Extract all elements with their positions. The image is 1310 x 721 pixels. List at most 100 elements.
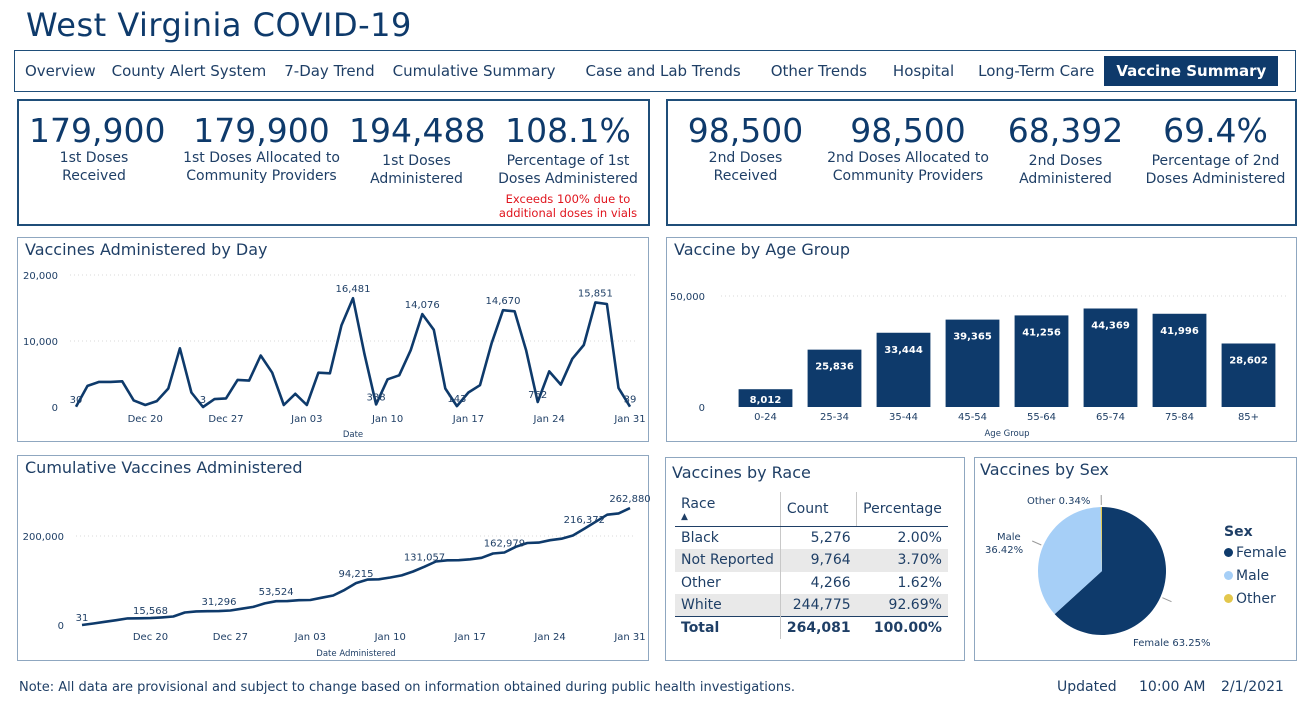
data-label: 94,215 [339,569,374,580]
pie-slice-other[interactable] [1100,506,1102,571]
data-label: 14,670 [486,296,521,307]
first-doses-kpi-box: 179,900 1st Doses Received 179,900 1st D… [17,99,650,226]
tab-case-and-lab-trends[interactable]: Case and Lab Trends [585,62,741,80]
tab-other-trends[interactable]: Other Trends [770,62,867,80]
pct-cell: 1.62% [897,574,942,591]
kpi-value: 68,392 [1007,111,1124,150]
legend-item-other[interactable]: Other [1224,591,1287,607]
kpi-label: 2nd Doses Administered [1019,153,1112,188]
kpi-2nd-doses-percentage: 69.4% Percentage of 2nd Doses Administer… [1138,112,1293,189]
male-swatch-icon [1224,571,1233,580]
y-tick-label: 20,000 [23,271,58,282]
count-cell: 264,081 [779,616,857,639]
by-day-panel: Vaccines Administered by Day 0 10,000 20,0… [17,237,649,442]
data-label: 39 [624,395,637,406]
count-header[interactable]: Count [779,492,857,527]
kpi-1st-doses-received: 179,900 1st Doses Received [29,112,165,186]
x-tick-label: Jan 17 [452,414,484,425]
x-axis-label: Age Group [984,429,1029,439]
tab-7-day-trend[interactable]: 7-Day Trend [284,62,375,80]
y-tick-label: 0 [58,621,64,632]
updated-label: Updated [1057,679,1117,695]
bar[interactable] [1152,313,1207,407]
kpi-1st-doses-administered: 194,488 1st Doses Administered [349,112,485,189]
data-label: 15,568 [133,606,168,617]
panel-title: Vaccines Administered by Day [25,240,268,259]
table-row: Not Reported 9,764 3.70% [675,549,948,572]
x-tick-label: 45-54 [958,412,987,423]
kpi-2nd-doses-received: 98,500 2nd Doses Received [683,112,808,186]
bar[interactable] [1221,343,1276,407]
tab-long-term-care[interactable]: Long-Term Care [978,62,1095,80]
x-tick-label: Jan 31 [613,414,645,425]
y-tick-label: 10,000 [23,337,58,348]
bar-value-label: 44,369 [1091,321,1130,332]
cumulative-chart: 0 200,000 Dec 20 Dec 27 Jan 03 Jan 10 Jan 17 Ja… [23,494,650,659]
slice-label: 36.42% [985,545,1023,556]
panel-title: Vaccine by Age Group [674,240,851,259]
bar[interactable] [738,389,793,407]
table-row: Other 4,266 1.62% [675,571,948,594]
kpi-label: 2nd Doses Received [708,150,783,185]
count-cell: 244,775 [779,594,857,617]
y-tick-label: 200,000 [23,532,64,543]
pct-cell: 100.00% [856,616,948,639]
x-tick-label: Jan 10 [374,632,406,643]
bar[interactable] [1083,308,1138,407]
legend-item-male[interactable]: Male [1224,568,1287,584]
by-age-chart: 0 50,000 8,012 0-24 25,836 25-34 33,444 35-44 39… [670,292,1289,439]
tab-county-alert-system[interactable]: County Alert System [111,62,267,80]
by-day-chart: 0 10,000 20,000 Dec 20 Dec 27 Jan 03 Jan 10 Jan… [23,271,646,440]
bar[interactable] [876,332,931,407]
bar[interactable] [945,319,1000,407]
x-tick-label: 65-74 [1096,412,1125,423]
bar-value-label: 41,996 [1160,326,1199,337]
data-label: 14,076 [405,300,440,311]
x-axis-label: Date [343,430,363,440]
bar-value-label: 33,444 [884,345,923,356]
kpi-value: 108.1% [505,111,631,150]
bar[interactable] [1014,315,1069,407]
x-tick-label: Dec 27 [208,414,243,425]
y-tick-label: 0 [699,403,705,414]
pct-cell: 3.70% [856,549,948,572]
race-header[interactable]: Race ▲ [675,492,781,527]
kpi-2nd-doses-administered: 68,392 2nd Doses Administered [998,111,1133,189]
tab-cumulative-summary[interactable]: Cumulative Summary [392,62,556,80]
kpi-1st-doses-percentage: 108.1% Percentage of 1st Doses Administe… [489,111,647,221]
kpi-note: Exceeds 100% due to additional doses in … [498,191,638,221]
x-tick-label: Dec 20 [128,414,163,425]
count-cell: 5,276 [779,526,857,549]
kpi-2nd-doses-allocated: 98,500 2nd Doses Allocated to Community … [818,111,998,186]
pie-slice-female[interactable] [1054,507,1167,635]
data-label: 30 [70,395,83,406]
x-tick-label: Dec 20 [133,632,168,643]
table-row: White 244,775 92.69% [675,594,948,617]
kpi-label: 1st Doses Administered [370,153,463,188]
x-axis-label: Date Administered [316,649,395,659]
updated-date: 2/1/2021 [1221,679,1284,695]
x-tick-label: Dec 27 [213,632,248,643]
kpi-value: 98,500 [850,111,966,150]
count-cell: 9,764 [779,549,857,572]
data-label: 143 [447,394,466,405]
data-label: 31 [76,613,89,624]
race-cell: Other [681,574,721,591]
tab-hospital[interactable]: Hospital [892,62,955,80]
race-cell: Total [675,616,781,639]
x-tick-label: Jan 10 [371,414,403,425]
y-tick-label: 0 [52,403,58,414]
y-tick-label: 50,000 [670,292,705,303]
percentage-header[interactable]: Percentage [856,492,948,527]
other-swatch-icon [1224,594,1233,603]
kpi-label: 1st Doses Received [59,150,129,185]
x-tick-label: Jan 24 [533,414,565,425]
tab-overview[interactable]: Overview [25,62,96,80]
x-tick-label: Jan 03 [290,414,322,425]
bar[interactable] [807,349,862,407]
by-sex-panel: Vaccines by Sex Female 63.25% Male 36.42% O… [974,457,1297,661]
x-tick-label: Jan 03 [294,632,326,643]
legend-item-female[interactable]: Female [1224,545,1287,561]
pie-slice-male[interactable] [1037,507,1102,615]
tab-vaccine-summary[interactable]: Vaccine Summary [1104,56,1279,86]
